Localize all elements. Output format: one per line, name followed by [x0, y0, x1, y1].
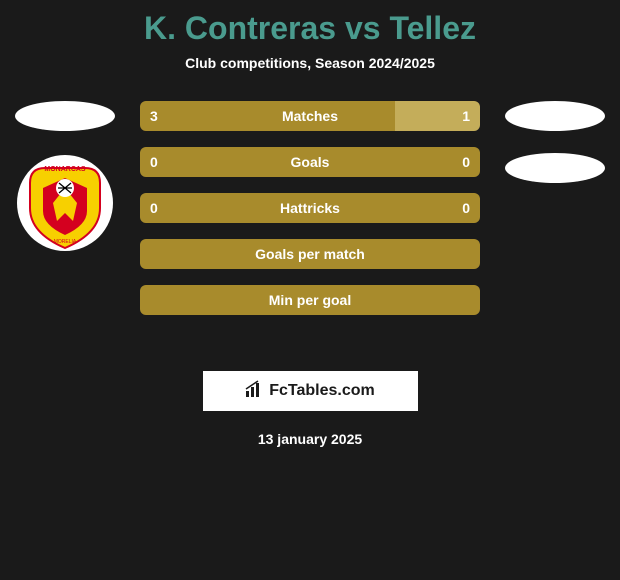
comparison-date: 13 january 2025: [0, 431, 620, 447]
stat-label: Goals per match: [255, 246, 365, 262]
stat-label: Matches: [282, 108, 338, 124]
brand-badge: FcTables.com: [203, 371, 418, 411]
stat-value-left: 3: [150, 108, 158, 124]
brand-label: FcTables.com: [269, 382, 375, 400]
comparison-title: K. Contreras vs Tellez: [0, 0, 620, 47]
stat-label: Min per goal: [269, 292, 351, 308]
stat-label: Goals: [291, 154, 330, 170]
stat-value-left: 0: [150, 200, 158, 216]
stat-value-right: 1: [462, 108, 470, 124]
comparison-subtitle: Club competitions, Season 2024/2025: [0, 55, 620, 71]
stat-value-left: 0: [150, 154, 158, 170]
stat-label: Hattricks: [280, 200, 340, 216]
chart-icon: [245, 380, 263, 403]
stat-value-right: 0: [462, 200, 470, 216]
stat-value-right: 0: [462, 154, 470, 170]
